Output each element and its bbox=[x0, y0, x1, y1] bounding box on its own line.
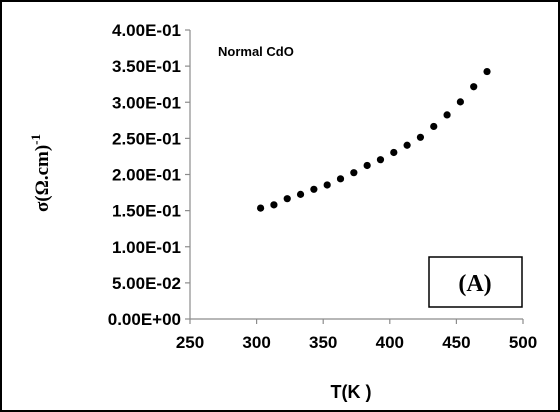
x-tick-label: 450 bbox=[442, 333, 470, 352]
x-tick-label: 300 bbox=[242, 333, 270, 352]
panel-label-box bbox=[428, 256, 523, 308]
x-tick-label: 250 bbox=[176, 333, 204, 352]
y-axis-title-main: σ(Ω.cm) bbox=[32, 145, 53, 212]
y-tick-label: 2.00E-01 bbox=[112, 166, 181, 185]
panel-label: (A) bbox=[458, 271, 491, 297]
data-point bbox=[310, 185, 318, 193]
data-point bbox=[456, 98, 464, 106]
y-tick-label: 3.50E-01 bbox=[112, 57, 181, 76]
data-point bbox=[350, 169, 358, 177]
y-tick-label: 3.00E-01 bbox=[112, 93, 181, 112]
data-point bbox=[323, 181, 331, 189]
y-axis-title: σ(Ω.cm)-1 bbox=[28, 134, 53, 212]
x-tick-label: 500 bbox=[509, 333, 537, 352]
x-tick-label: 400 bbox=[376, 333, 404, 352]
x-axis-ticks: 250 300 350 400 450 500 bbox=[176, 319, 537, 352]
data-point bbox=[416, 133, 425, 141]
data-point bbox=[376, 156, 385, 164]
data-points bbox=[256, 67, 491, 212]
y-tick-label: 1.50E-01 bbox=[112, 202, 181, 221]
data-point bbox=[283, 195, 291, 203]
y-tick-label: 5.00E-02 bbox=[112, 274, 181, 293]
data-point bbox=[270, 201, 278, 209]
x-axis-title: T(K ) bbox=[331, 382, 372, 402]
series-label: Normal CdO bbox=[218, 44, 294, 59]
y-tick-label: 0.00E+00 bbox=[108, 310, 181, 329]
data-point bbox=[470, 83, 478, 91]
data-point bbox=[390, 148, 398, 157]
data-point bbox=[430, 122, 438, 131]
data-point bbox=[443, 111, 451, 119]
y-tick-label: 2.50E-01 bbox=[112, 129, 181, 148]
data-point bbox=[336, 175, 345, 183]
y-axis-ticks: 0.00E+00 5.00E-02 1.00E-01 1.50E-01 2.00E-01… bbox=[108, 21, 190, 329]
data-point bbox=[296, 190, 305, 198]
y-tick-label: 4.00E-01 bbox=[112, 21, 181, 40]
data-point bbox=[483, 67, 491, 76]
x-tick-label: 350 bbox=[309, 333, 337, 352]
data-point bbox=[403, 141, 411, 149]
data-point bbox=[256, 204, 265, 212]
y-tick-label: 1.00E-01 bbox=[112, 238, 181, 257]
data-point bbox=[363, 161, 371, 170]
y-axis-title-superscript: -1 bbox=[28, 134, 43, 145]
